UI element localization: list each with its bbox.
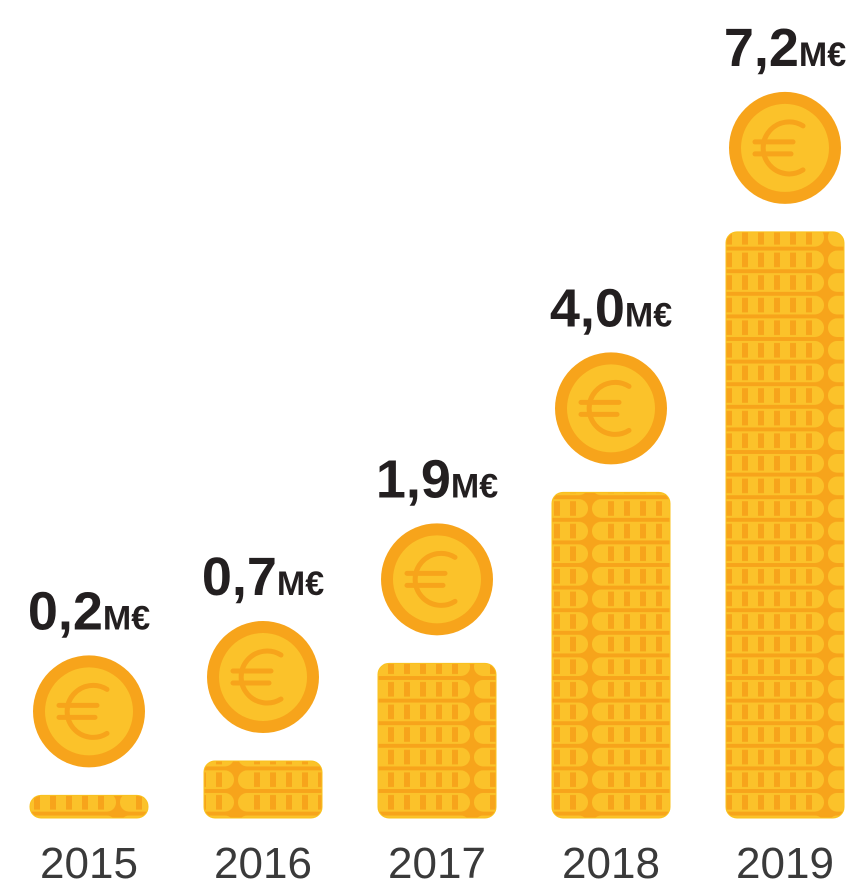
value-label: 0,2M€ [28,581,150,641]
x-tick-label: 2015 [40,839,138,888]
coin-icon [729,91,841,204]
coin-icon [33,655,145,768]
x-tick-label: 2017 [388,839,486,888]
euro-sign [404,550,458,608]
bar [725,231,845,819]
value-label: 4,0M€ [550,278,672,338]
value-label: 7,2M€ [724,18,846,78]
value-label: 0,7M€ [202,547,324,607]
bar [203,760,323,819]
x-tick-label: 2018 [562,839,660,888]
euro-sign [56,682,110,740]
coin-inner [219,633,307,722]
bar [551,491,671,819]
coin-icon [555,352,667,465]
coin-icon [381,523,493,636]
bar [29,794,149,819]
euro-sign [752,119,806,177]
coin-inner [393,535,481,624]
euro-sign [230,648,284,706]
euro-sign [578,379,632,437]
coin-icon [207,621,319,734]
x-tick-label: 2019 [736,839,834,888]
value-label: 1,9M€ [376,449,498,509]
x-tick-label: 2016 [214,839,312,888]
coin-inner [741,103,829,192]
bar [377,662,497,819]
coin-inner [567,364,655,453]
coin-inner [45,667,133,756]
